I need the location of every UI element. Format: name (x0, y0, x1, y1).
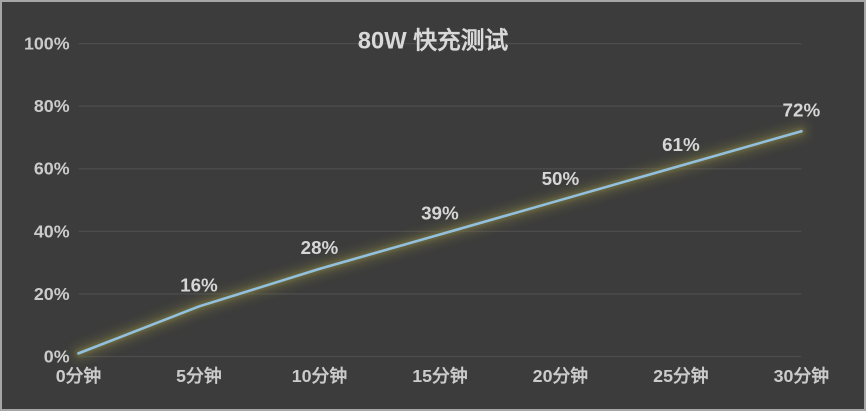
data-label: 28% (301, 237, 339, 258)
x-axis-tick-label: 5分钟 (176, 365, 222, 386)
x-axis-tick-label: 15分钟 (412, 365, 468, 386)
x-axis-tick-label: 0分钟 (56, 365, 102, 386)
x-axis-tick-label: 20分钟 (533, 365, 589, 386)
line-glow-inner (75, 128, 805, 357)
y-axis-tick-labels: 0% 20% 40% 60% 80% 100% (24, 34, 70, 367)
x-axis-tick-label: 10分钟 (292, 365, 348, 386)
x-axis-tick-label: 30分钟 (774, 365, 830, 386)
y-axis-tick-label: 60% (34, 159, 70, 179)
y-axis-tick-label: 80% (34, 96, 70, 116)
data-label: 61% (662, 134, 700, 155)
y-axis-tick-label: 40% (34, 221, 70, 241)
data-labels: 16% 28% 39% 50% 61% 72% (180, 99, 820, 295)
line-glow-layer (72, 124, 808, 360)
data-label: 50% (542, 168, 580, 189)
battery-percentage-line (77, 129, 803, 355)
x-axis-tick-labels: 0分钟 5分钟 10分钟 15分钟 20分钟 25分钟 30分钟 (56, 365, 830, 386)
chart-title: 80W 快充测试 (358, 27, 509, 55)
data-label: 39% (421, 203, 459, 224)
y-axis-tick-label: 20% (34, 284, 70, 304)
line-layer (77, 129, 803, 355)
x-axis-tick-label: 25分钟 (653, 365, 709, 386)
data-label: 16% (180, 275, 218, 296)
y-axis-tick-label: 100% (24, 34, 70, 54)
y-axis-tick-label: 0% (44, 346, 70, 366)
data-label: 72% (783, 99, 821, 120)
